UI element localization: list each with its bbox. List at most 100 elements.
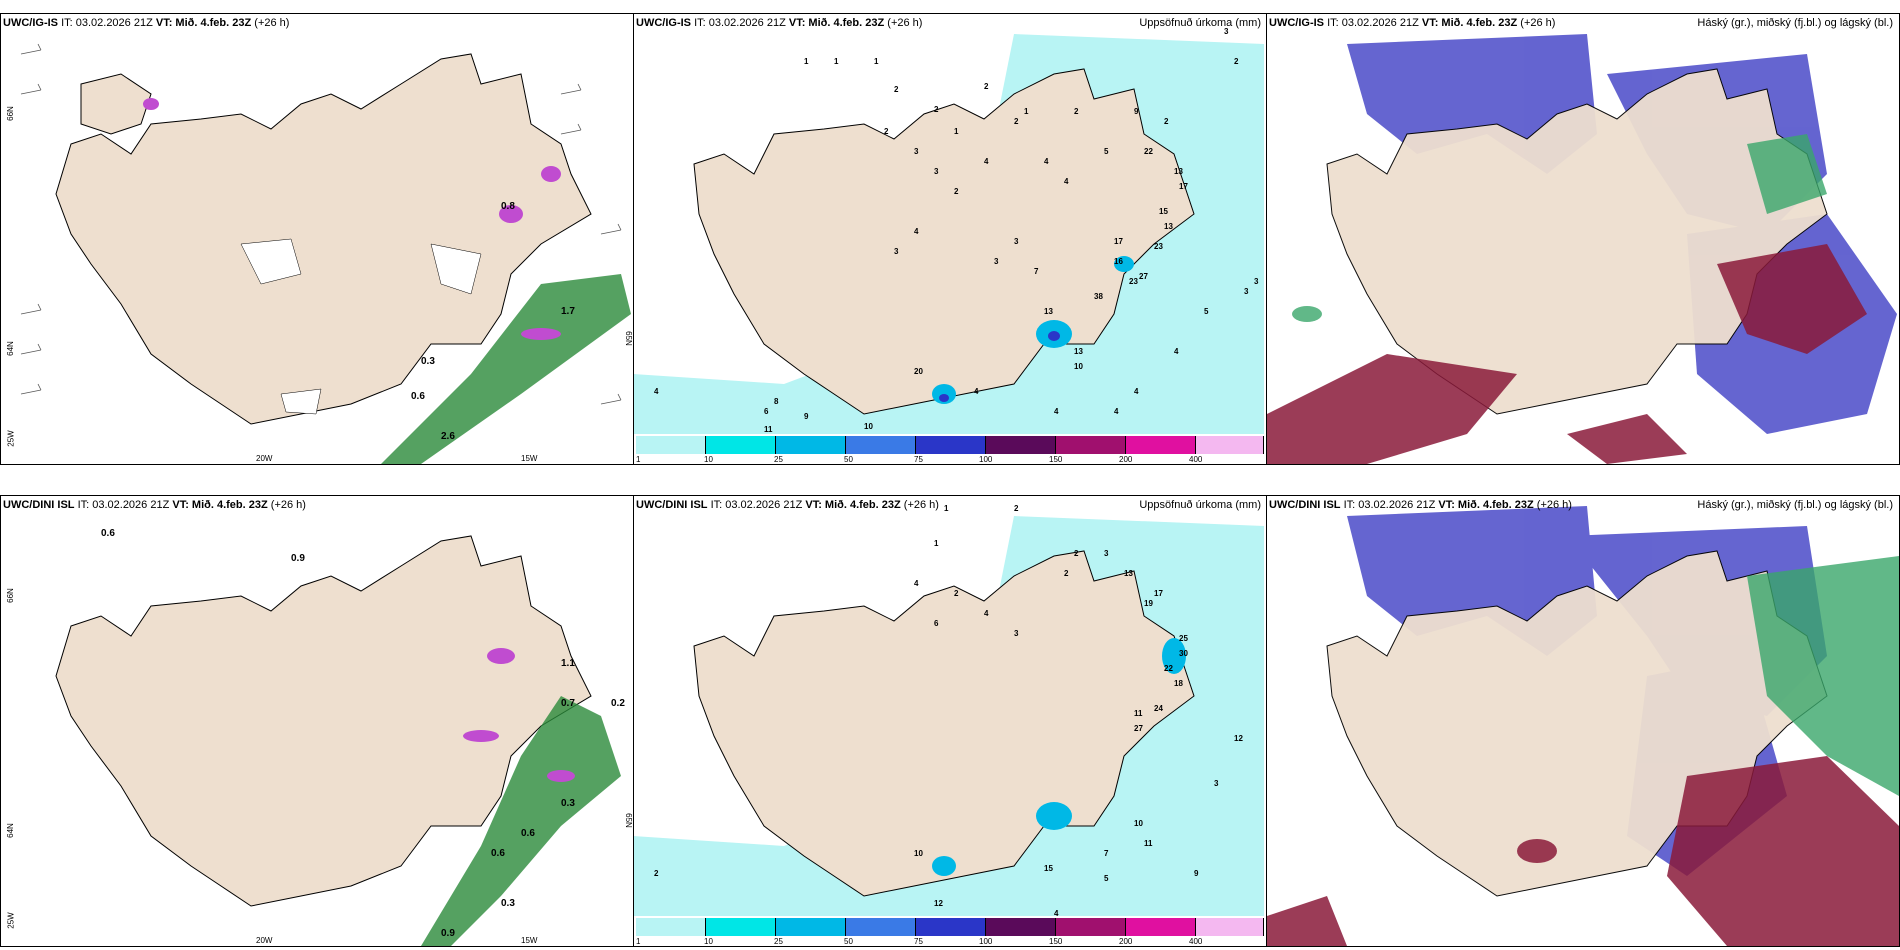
svg-text:13: 13 [1164, 222, 1173, 231]
colorbar-tick: 50 [844, 455, 853, 464]
wind-value: 0.3 [501, 898, 515, 909]
svg-text:3: 3 [1254, 277, 1259, 286]
colorbar-swatch [706, 918, 776, 936]
svg-text:17: 17 [1179, 182, 1188, 191]
wind-barbs [20, 43, 622, 405]
lat-66-label: 66N [5, 588, 15, 603]
colorbar-swatch [986, 436, 1056, 454]
panel-title: Uppsöfnuð úrkoma (mm) [1139, 499, 1261, 511]
svg-text:25: 25 [1179, 634, 1188, 643]
lat-66-label: 66N [5, 106, 15, 121]
wind-value: 0.7 [561, 698, 575, 709]
svg-text:4: 4 [984, 157, 989, 166]
wind-value: 1.7 [561, 306, 575, 317]
svg-text:4: 4 [984, 609, 989, 618]
colorbar-tick: 400 [1189, 455, 1203, 464]
svg-text:5: 5 [1104, 147, 1109, 156]
panel-header: UWC/DINI ISL IT: 03.02.2026 21Z VT: Mið.… [1269, 499, 1572, 511]
svg-text:1: 1 [934, 539, 939, 548]
wind-value: 2.6 [441, 431, 455, 442]
svg-text:1: 1 [834, 57, 839, 66]
colorbar-tick: 200 [1119, 455, 1133, 464]
colorbar-tick: 10 [704, 937, 713, 946]
cloud-map [1267, 34, 1897, 464]
svg-text:2: 2 [654, 869, 659, 878]
svg-text:2: 2 [1014, 117, 1019, 126]
svg-text:8: 8 [774, 397, 779, 406]
svg-text:6: 6 [934, 619, 939, 628]
wind-value: 0.9 [291, 553, 305, 564]
svg-text:3: 3 [934, 167, 939, 176]
colorbar-swatch [846, 918, 916, 936]
colorbar-tick: 75 [914, 455, 923, 464]
panel-title: Uppsöfnuð úrkoma (mm) [1139, 17, 1261, 29]
colorbar-swatch [636, 918, 706, 936]
svg-text:2: 2 [1074, 549, 1079, 558]
wind-value: 0.3 [421, 356, 435, 367]
lon-20-label: 20W [256, 936, 273, 945]
svg-text:24: 24 [1154, 704, 1163, 713]
svg-text:1: 1 [954, 127, 959, 136]
svg-text:4: 4 [914, 227, 919, 236]
svg-text:9: 9 [804, 412, 809, 421]
svg-text:19: 19 [1144, 599, 1153, 608]
panel-ig-cloud: UWC/IG-IS IT: 03.02.2026 21Z VT: Mið. 4.… [1266, 13, 1900, 465]
svg-text:2: 2 [954, 589, 959, 598]
wind-value: 1.1 [561, 658, 575, 669]
svg-text:22: 22 [1164, 664, 1173, 673]
precip-values: 1 1 1 2 2 1 2 1 2 4 4 2 2 3 3 2 4 3 4 9 … [654, 27, 1259, 434]
svg-text:3: 3 [1214, 779, 1219, 788]
cloud-green [1747, 556, 1899, 796]
colorbar-tick: 100 [979, 937, 993, 946]
panel-title: Háský (gr.), miðský (fj.bl.) og lágský (… [1697, 499, 1893, 511]
iceland-land [55, 535, 592, 907]
panel-dini-cloud: UWC/DINI ISL IT: 03.02.2026 21Z VT: Mið.… [1266, 495, 1900, 947]
panel-header: UWC/IG-IS IT: 03.02.2026 21Z VT: Mið. 4.… [1269, 17, 1556, 29]
colorbar-swatch [636, 436, 706, 454]
colorbar-swatch [916, 436, 986, 454]
colorbar-tick: 75 [914, 937, 923, 946]
svg-text:4: 4 [1064, 177, 1069, 186]
colorbar-swatch [1056, 436, 1126, 454]
panel-header: UWC/DINI ISL IT: 03.02.2026 21Z VT: Mið.… [636, 499, 939, 511]
colorbar-tick: 200 [1119, 937, 1133, 946]
precip-values: 1 2 1 2 3 4 2 6 4 3 2 13 17 19 25 30 22 … [654, 504, 1243, 918]
precip-green-band [381, 274, 631, 464]
panel-ig-precip: UWC/IG-IS IT: 03.02.2026 21Z VT: Mið. 4.… [633, 13, 1268, 465]
panel-dini-wind: UWC/DINI ISL IT: 03.02.2026 21Z VT: Mið.… [0, 495, 635, 947]
svg-text:5: 5 [1104, 874, 1109, 883]
colorbar-swatch [916, 918, 986, 936]
svg-text:23: 23 [1129, 277, 1138, 286]
svg-text:2: 2 [894, 85, 899, 94]
svg-text:3: 3 [1104, 549, 1109, 558]
svg-text:13: 13 [1044, 307, 1053, 316]
svg-text:13: 13 [1124, 569, 1133, 578]
wind-value: 0.2 [611, 698, 625, 709]
panel-header: UWC/IG-IS IT: 03.02.2026 21Z VT: Mið. 4.… [636, 17, 923, 29]
svg-text:13: 13 [1074, 347, 1083, 356]
colorbar-tick: 1 [636, 937, 641, 946]
colorbar-swatch [1196, 436, 1264, 454]
svg-text:3: 3 [1244, 287, 1249, 296]
colorbar-swatch [776, 918, 846, 936]
svg-text:4: 4 [654, 387, 659, 396]
colorbar-swatch [1196, 918, 1264, 936]
panel-dini-precip: UWC/DINI ISL IT: 03.02.2026 21Z VT: Mið.… [633, 495, 1268, 947]
svg-text:2: 2 [1064, 569, 1069, 578]
svg-text:4: 4 [1044, 157, 1049, 166]
glacier-white [240, 238, 482, 415]
svg-text:17: 17 [1154, 589, 1163, 598]
svg-text:10: 10 [914, 849, 923, 858]
colorbar-swatch [1126, 918, 1196, 936]
svg-text:22: 22 [1144, 147, 1153, 156]
wind-value: 0.9 [441, 928, 455, 939]
colorbar-tick: 100 [979, 455, 993, 464]
westfjords [80, 73, 152, 135]
svg-text:11: 11 [1144, 839, 1153, 848]
svg-text:10: 10 [1074, 362, 1083, 371]
precip-map: 1 1 1 2 2 1 2 1 2 4 4 2 2 3 3 2 4 3 4 9 … [634, 27, 1264, 434]
svg-text:4: 4 [1054, 407, 1059, 416]
svg-text:4: 4 [1054, 909, 1059, 918]
wind-value: 0.3 [561, 798, 575, 809]
lon-25-label: 25W [6, 912, 16, 929]
